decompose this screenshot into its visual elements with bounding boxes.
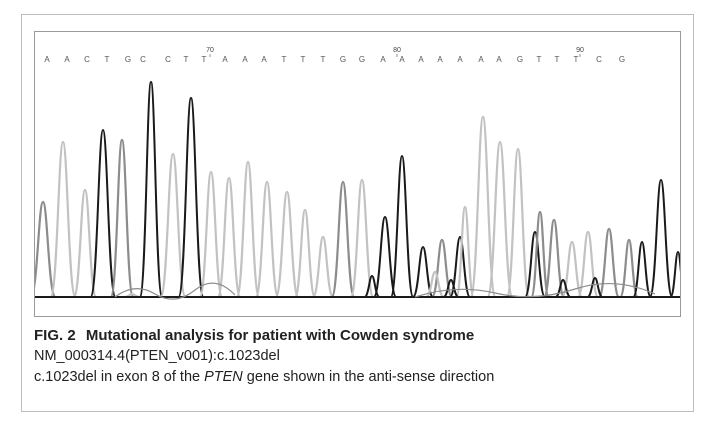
- base-call-label: A: [457, 55, 463, 64]
- base-call-label: T: [282, 55, 287, 64]
- figure-frame: A A C T G C C T T A A A T T T G G A A A A A A A G T T T C G 70 80 90 FIG…: [21, 14, 694, 412]
- base-call-label: G: [517, 55, 523, 64]
- trace-peak: [560, 240, 584, 299]
- base-call-label: G: [359, 55, 365, 64]
- trace-peak: [469, 115, 497, 299]
- caption-title: Mutational analysis for patient with Cow…: [85, 327, 475, 344]
- trace-peak: [505, 147, 531, 299]
- trace-peak: [597, 227, 621, 299]
- trace-peak: [35, 200, 57, 299]
- base-call-label: A: [242, 55, 248, 64]
- base-call-label: A: [261, 55, 267, 64]
- base-call-label: T: [105, 55, 110, 64]
- figure-caption: FIG. 2 Mutational analysis for patient w…: [34, 325, 684, 388]
- trace-peak: [138, 80, 164, 298]
- base-call-label: C: [140, 55, 146, 64]
- description-text-end: gene shown in the anti-sense direction: [242, 369, 495, 385]
- trace-peak: [669, 250, 680, 298]
- trace-peak: [349, 178, 375, 299]
- base-call-label: C: [165, 55, 171, 64]
- base-call-label: T: [321, 55, 326, 64]
- trace-peak: [632, 240, 652, 298]
- trace-peak: [72, 188, 98, 299]
- base-call-label: G: [619, 55, 625, 64]
- trace-peak: [524, 230, 546, 298]
- base-call-label: A: [478, 55, 484, 64]
- trace-peak: [293, 208, 317, 299]
- trace-peak: [425, 270, 445, 299]
- trace-peak: [254, 180, 280, 299]
- trace-peak: [49, 140, 77, 299]
- trace-peak: [443, 278, 459, 298]
- trace-peak: [109, 138, 135, 299]
- trace-peak: [576, 230, 600, 299]
- trace-peak: [274, 190, 300, 299]
- trace-peak: [587, 276, 603, 298]
- base-call-label: A: [496, 55, 502, 64]
- position-tick-label: 90: [576, 47, 584, 54]
- base-call-label: G: [340, 55, 346, 64]
- trace-peak: [235, 160, 261, 299]
- chromatogram: A A C T G C C T T A A A T T T G G A A A A A A A G T T T C G 70 80 90: [34, 31, 681, 317]
- base-call-label: G: [125, 55, 131, 64]
- trace-peak: [216, 176, 242, 299]
- base-call-label: T: [537, 55, 542, 64]
- gene-name: PTEN: [204, 369, 243, 385]
- position-tick-label: 70: [206, 47, 214, 54]
- base-call-label: T: [301, 55, 306, 64]
- position-tick-label: 80: [393, 47, 401, 54]
- trace-peak: [648, 178, 674, 298]
- base-call-label: T: [555, 55, 560, 64]
- trace-noise: [114, 282, 656, 300]
- base-call-label: T: [202, 55, 207, 64]
- variant-notation: NM_000314.4(PTEN_v001):c.1023del: [34, 348, 280, 364]
- base-call-label: A: [399, 55, 405, 64]
- trace-peak: [530, 210, 550, 299]
- base-call-label: A: [418, 55, 424, 64]
- trace-peak: [363, 274, 381, 298]
- base-call-label: T: [574, 55, 579, 64]
- trace-peak: [619, 238, 639, 299]
- figure-label: FIG. 2: [34, 327, 76, 344]
- trace-peak: [330, 180, 356, 299]
- trace-peak: [311, 235, 335, 299]
- trace-peak: [455, 205, 475, 299]
- description-text-start: c.1023del in exon 8 of the: [34, 369, 205, 385]
- base-call-label: A: [44, 55, 50, 64]
- base-call-label: T: [184, 55, 189, 64]
- caption-title-line: FIG. 2 Mutational analysis for patient w…: [34, 325, 684, 346]
- trace-peak: [198, 170, 224, 299]
- base-call-label: C: [84, 55, 90, 64]
- base-call-label: A: [64, 55, 70, 64]
- caption-description: c.1023del in exon 8 of the PTEN gene sho…: [34, 367, 684, 388]
- trace-peak: [159, 152, 187, 299]
- chromatogram-plot: A A C T G C C T T A A A T T T G G A A A A A A A G T T T C G70 80 90: [35, 47, 680, 300]
- trace-peak: [389, 154, 415, 298]
- base-call-label: C: [596, 55, 602, 64]
- trace-peak: [177, 96, 205, 298]
- base-call-label: A: [437, 55, 443, 64]
- base-call-label: A: [222, 55, 228, 64]
- trace-peak: [542, 218, 566, 299]
- trace-peak: [430, 238, 454, 299]
- trace-peak: [372, 215, 398, 298]
- trace-peak: [412, 245, 434, 298]
- trace-peak: [89, 128, 117, 298]
- trace-peak: [486, 140, 514, 299]
- base-call-label: A: [380, 55, 386, 64]
